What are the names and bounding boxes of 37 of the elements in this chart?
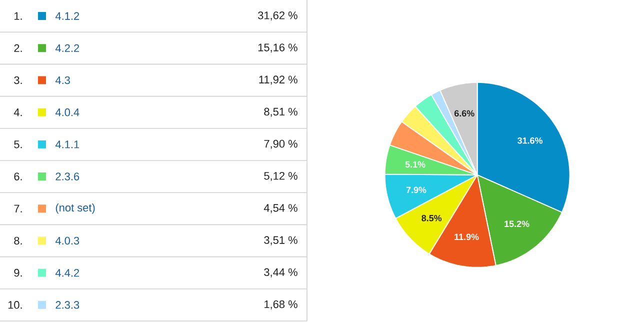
legend-label: 4.0.3 [55,236,80,245]
text: 3. [14,76,22,84]
text: 5,12 % [264,172,298,182]
data-label: 5.1% [405,161,426,168]
legend-label: 4.1.2 [55,12,80,20]
text: 2. [14,44,22,52]
text: 6. [14,172,22,180]
text: 3,44 % [264,268,298,278]
data-label: 15.2% [504,220,530,228]
text: 7,90 % [264,140,298,149]
text: 4,54 % [264,204,298,214]
text: 1. [14,12,22,20]
legend-label: 4.3 [55,76,70,84]
data-label: 11.9% [454,234,479,240]
data-label: 31.6% [518,137,542,144]
data-label: 6.6% [454,110,474,117]
legend-label: 2.3.3 [56,301,80,309]
legend-label: 4.4.2 [55,268,80,277]
legend-label: 2.3.6 [56,172,80,180]
legend-label: 4.2.2 [55,44,80,52]
data-label: 7.9% [406,186,426,194]
text: 10. [8,301,22,309]
legend-label: 4.1.1 [55,140,80,148]
text: 15,16 % [258,44,298,53]
text: 7. [14,204,22,212]
text: 11,92 % [259,76,298,85]
text: 1,68 % [264,300,298,310]
text: 5. [14,140,22,148]
legend-label: 4.0.4 [55,108,80,116]
text: 3,51 % [264,236,298,246]
legend-label: (not set) [56,204,95,214]
text: 9. [14,268,22,277]
text: 8. [14,236,22,245]
text: 8,51 % [264,108,298,117]
data-label: 8.5% [422,214,442,222]
text: 31,62 % [258,11,298,21]
text: 4. [14,108,22,116]
